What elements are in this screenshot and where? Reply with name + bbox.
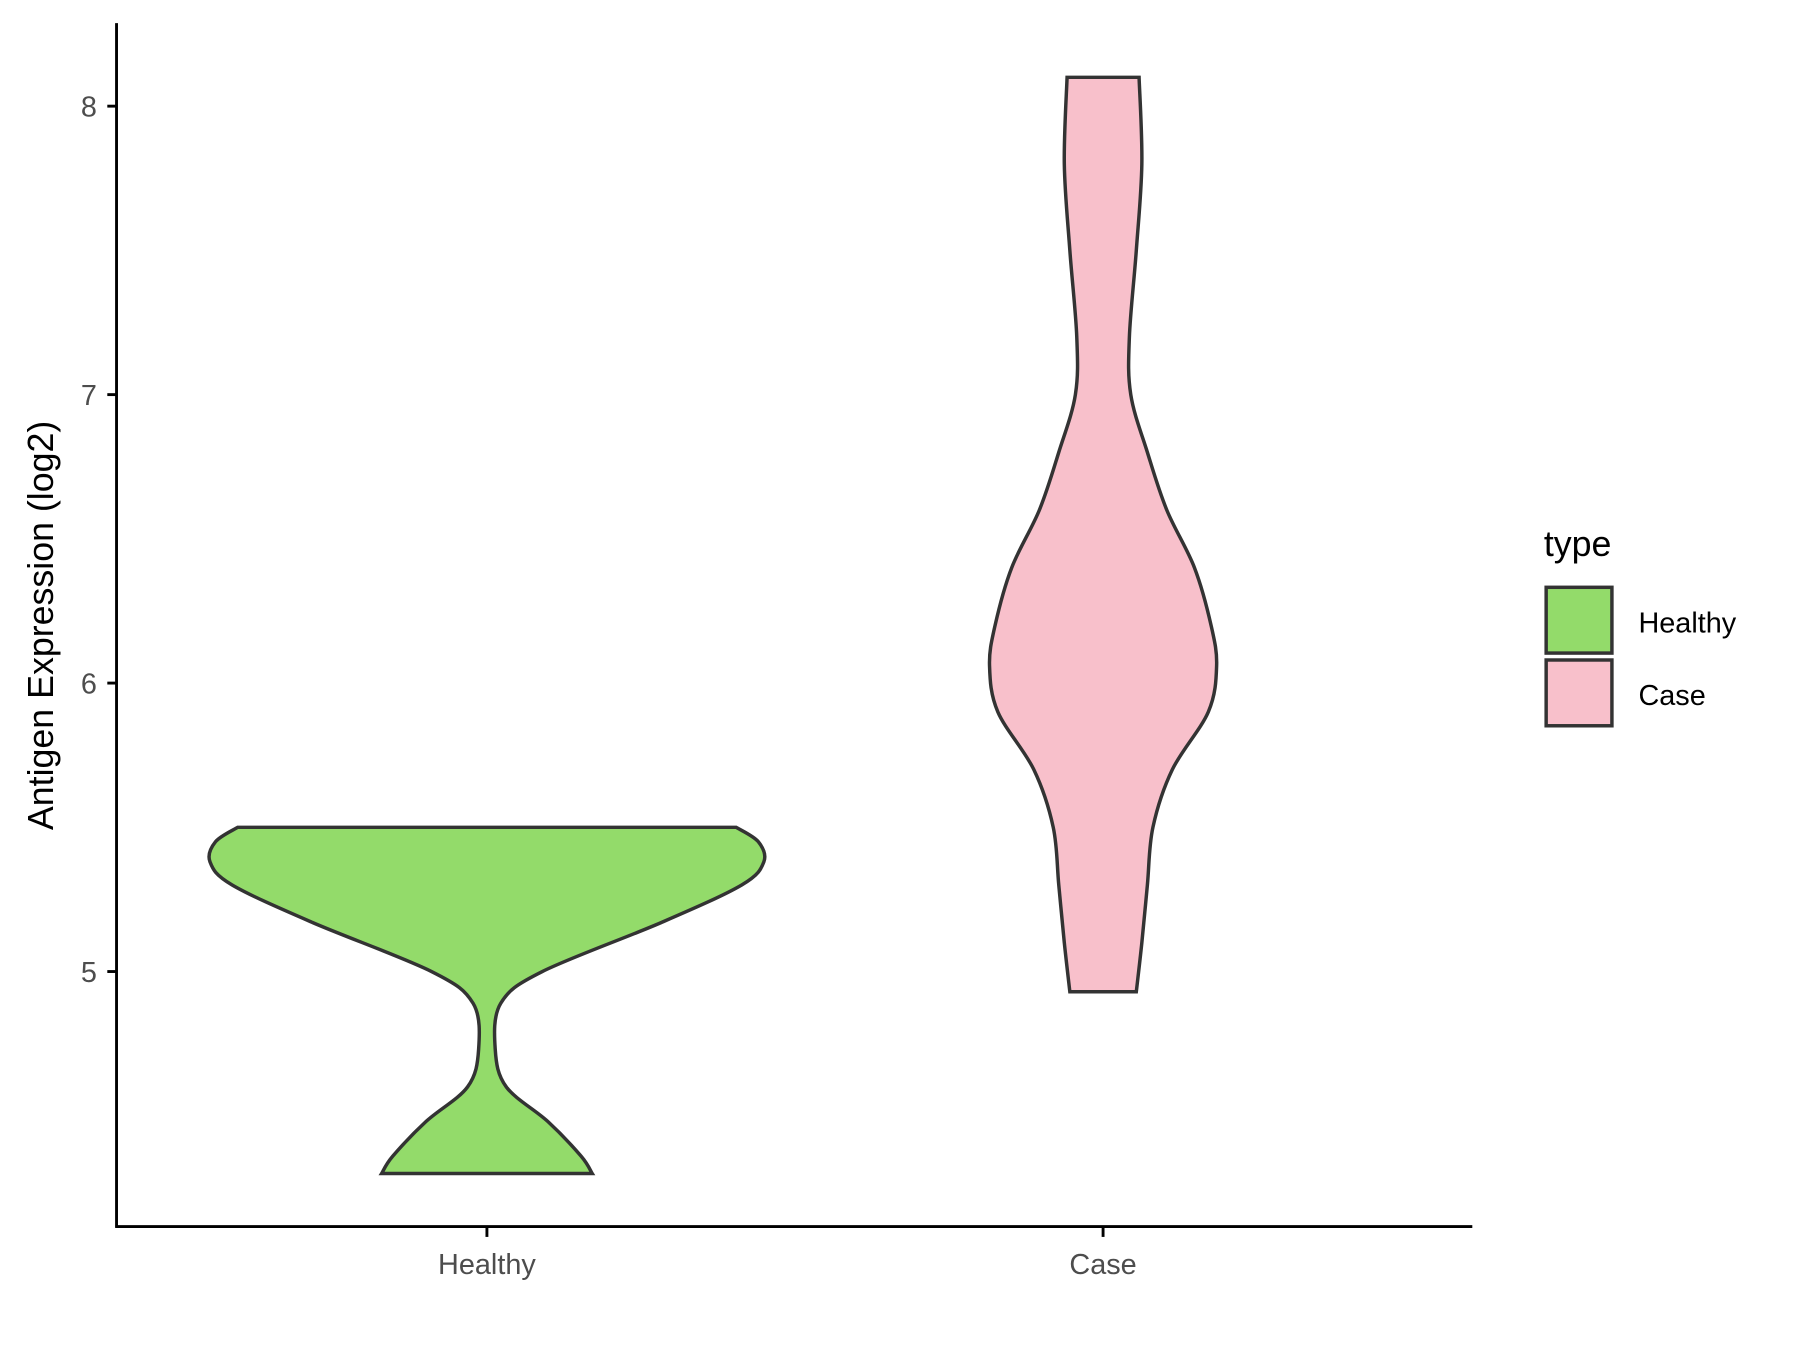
y-tick-label: 5 [81, 957, 97, 989]
x-tick-label: Case [1069, 1249, 1136, 1281]
legend-label: Healthy [1638, 607, 1736, 639]
y-tick-label: 6 [81, 668, 97, 700]
legend-swatch-case [1544, 658, 1614, 728]
violins [207, 75, 1219, 1176]
legend-label: Case [1638, 680, 1705, 712]
legend-swatch-healthy [1544, 585, 1614, 655]
x-ticks: Healthy Case [438, 1226, 1137, 1281]
legend-title: type [1544, 524, 1612, 564]
y-tick-label: 8 [81, 92, 97, 124]
y-tick-label: 7 [81, 380, 97, 412]
violin-case [987, 75, 1219, 994]
legend: Healthy Case [1544, 585, 1737, 728]
y-axis-label: Antigen Expression (log2) [21, 421, 61, 830]
y-ticks: 5 6 7 8 [81, 92, 117, 989]
violin-healthy [207, 825, 767, 1176]
x-tick-label: Healthy [438, 1249, 536, 1281]
